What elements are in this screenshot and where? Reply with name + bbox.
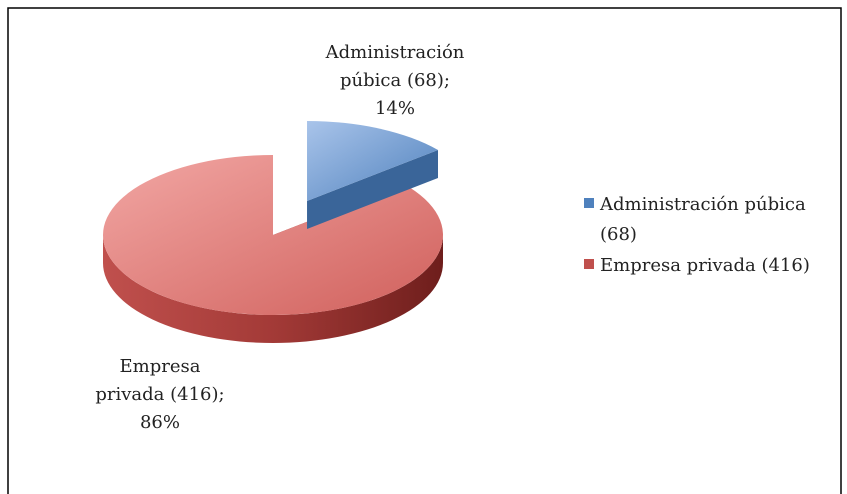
data-label: Administración púbica (68); 14% [325,42,465,119]
legend-label: Administración púbica (68) [599,194,806,245]
slice-cut-face [307,149,439,229]
legend-swatch [584,198,594,208]
slice [102,155,443,315]
legend-label: Empresa privada (416) [600,255,810,276]
slice [307,120,439,201]
legend-swatch [584,259,594,269]
data-label: Empresa privada (416); 86% [95,356,224,433]
slice-side [103,235,443,343]
